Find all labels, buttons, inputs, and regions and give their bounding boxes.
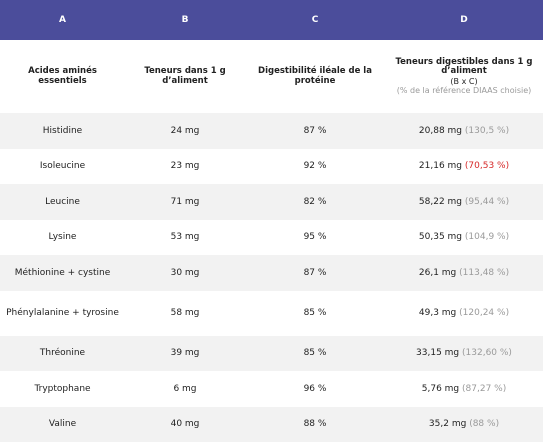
col-header-title: Teneurs digestibles dans 1 g d’aliment bbox=[395, 56, 533, 77]
digestibility: 85 % bbox=[303, 348, 327, 359]
digestible-content: 20,88 mg (130,5 %) bbox=[385, 113, 543, 149]
column-letter: B bbox=[125, 0, 245, 40]
reference-percent: (104,9 %) bbox=[464, 232, 510, 243]
col-note: (% de la référence DIAAS choisie) bbox=[396, 86, 532, 96]
reference-percent: (120,24 %) bbox=[459, 308, 510, 318]
amino-acid: Thréonine bbox=[39, 348, 86, 359]
digestibility: 87 % bbox=[303, 267, 327, 278]
digestible-content: 50,35 mg (104,9 %) bbox=[385, 220, 543, 256]
content: 58 mg bbox=[170, 308, 200, 318]
digestible-value: 20,88 mg bbox=[418, 125, 463, 136]
digestible-value: 21,16 mg bbox=[418, 161, 463, 172]
reference-percent: (87,27 %) bbox=[462, 383, 507, 394]
reference-percent: (88 %) bbox=[469, 419, 500, 430]
digestible-value: 5,76 mg bbox=[421, 383, 460, 394]
table-row: Lysine 53 mg 95 % 50,35 mg (104,9 %) bbox=[0, 220, 543, 256]
digestible-content: 35,2 mg (88 %) bbox=[385, 407, 543, 443]
digestibility: 88 % bbox=[303, 419, 327, 430]
content: 40 mg bbox=[170, 419, 200, 430]
table-row: Thréonine 39 mg 85 % 33,15 mg (132,60 %) bbox=[0, 335, 543, 372]
amino-acid: Tryptophane bbox=[34, 383, 91, 394]
reference-percent: (132,60 %) bbox=[462, 348, 512, 359]
amino-acid: Méthionine + cystine bbox=[14, 267, 111, 278]
col-header: Teneurs dans 1 g d’aliment bbox=[144, 65, 226, 86]
column-letter: C bbox=[245, 0, 385, 40]
table-row: Histidine 24 mg 87 % 20,88 mg (130,5 %) bbox=[0, 113, 543, 149]
table-row: Isoleucine 23 mg 92 % 21,16 mg (70,53 %) bbox=[0, 149, 543, 185]
digestible-value: 58,22 mg bbox=[418, 196, 463, 207]
amino-acid: Lysine bbox=[48, 232, 77, 243]
amino-acid: Phénylalanine + tyrosine bbox=[6, 308, 119, 318]
col-header: Digestibilité iléale de la protéine bbox=[258, 65, 372, 86]
table-row: Méthionine + cystine 30 mg 87 % 26,1 mg (11… bbox=[0, 255, 543, 291]
digestibility: 85 % bbox=[303, 308, 327, 318]
content: 23 mg bbox=[170, 161, 200, 172]
digestibility: 82 % bbox=[303, 196, 327, 207]
digestible-value: 49,3 mg bbox=[418, 308, 457, 318]
digestible-value: 50,35 mg bbox=[418, 232, 463, 243]
reference-percent: (95,44 %) bbox=[464, 196, 510, 207]
reference-percent: (130,5 %) bbox=[464, 125, 510, 136]
digestible-value: 35,2 mg bbox=[428, 419, 467, 430]
digestibility: 92 % bbox=[303, 161, 327, 172]
content: 30 mg bbox=[170, 267, 200, 278]
content: 24 mg bbox=[170, 125, 200, 136]
col-header: Acides aminés essentiels bbox=[28, 65, 97, 86]
digestible-content: 5,76 mg (87,27 %) bbox=[385, 371, 543, 407]
amino-acid: Leucine bbox=[45, 196, 80, 207]
content: 53 mg bbox=[170, 232, 200, 243]
table-row: Valine 40 mg 88 % 35,2 mg (88 %) bbox=[0, 406, 543, 443]
digestible-content: 21,16 mg (70,53 %) bbox=[385, 149, 543, 185]
amino-acid: Valine bbox=[48, 419, 77, 430]
digestible-content: 26,1 mg (113,48 %) bbox=[385, 255, 543, 291]
header-row: Acides aminés essentiels Teneurs dans 1 … bbox=[0, 40, 543, 113]
column-letter: A bbox=[0, 0, 125, 40]
table-row: Tryptophane 6 mg 96 % 5,76 mg (87,27 %) bbox=[0, 371, 543, 407]
digestibility: 95 % bbox=[303, 232, 327, 243]
table-row: Leucine 71 mg 82 % 58,22 mg (95,44 %) bbox=[0, 184, 543, 220]
table-body: Histidine 24 mg 87 % 20,88 mg (130,5 %) Isol… bbox=[0, 113, 543, 442]
digestible-content: 49,3 mg (120,24 %) bbox=[385, 291, 543, 336]
column-letter: D bbox=[385, 0, 543, 40]
digestible-value: 33,15 mg bbox=[416, 348, 460, 359]
digestible-content: 58,22 mg (95,44 %) bbox=[385, 184, 543, 220]
digestibility: 87 % bbox=[303, 125, 327, 136]
reference-percent: (113,48 %) bbox=[459, 267, 510, 278]
formula: (B x C) bbox=[450, 77, 478, 87]
reference-percent: (70,53 %) bbox=[464, 161, 510, 172]
digestibility: 96 % bbox=[303, 383, 327, 394]
content: 39 mg bbox=[170, 348, 200, 359]
content: 71 mg bbox=[170, 196, 200, 207]
amino-acid: Histidine bbox=[42, 125, 83, 136]
digestible-content: 33,15 mg (132,60 %) bbox=[385, 336, 543, 372]
amino-acid: Isoleucine bbox=[39, 161, 86, 172]
content: 6 mg bbox=[173, 383, 197, 394]
col-header: Teneurs digestibles dans 1 g d’aliment (B… bbox=[385, 40, 543, 113]
digestible-value: 26,1 mg bbox=[418, 267, 457, 278]
table-row: Phénylalanine + tyrosine 58 mg 85 % 49,3 mg… bbox=[0, 291, 543, 336]
